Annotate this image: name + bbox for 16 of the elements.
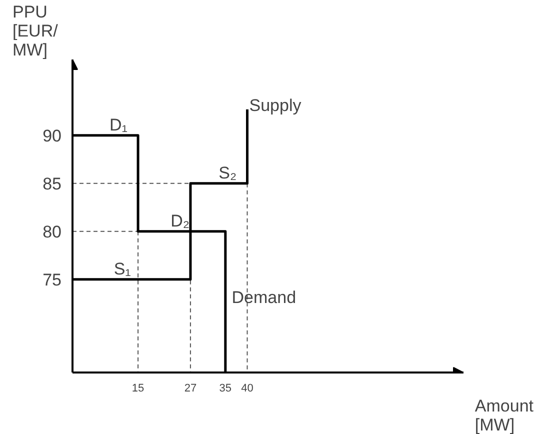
x-tick-label: 40 — [241, 382, 254, 394]
x-tick-label: 35 — [219, 382, 232, 394]
x-tick-label: 15 — [132, 382, 144, 394]
annotation: S₂ — [218, 163, 237, 182]
annotation: Demand — [232, 288, 296, 308]
y-tick-label: 85 — [42, 174, 62, 194]
annotation: Supply — [249, 96, 302, 116]
annotation: S₁ — [114, 259, 132, 278]
x-axis-title: Amount [MW] — [474, 396, 534, 434]
annotation: D₁ — [109, 115, 128, 134]
y-tick-label: 80 — [42, 222, 62, 242]
y-tick-label: 90 — [42, 126, 62, 146]
annotation: D₂ — [170, 211, 190, 230]
y-axis-title: PPU [EUR/ MW] — [12, 2, 58, 60]
y-tick-label: 75 — [42, 270, 62, 290]
x-tick-label: 27 — [184, 382, 197, 394]
